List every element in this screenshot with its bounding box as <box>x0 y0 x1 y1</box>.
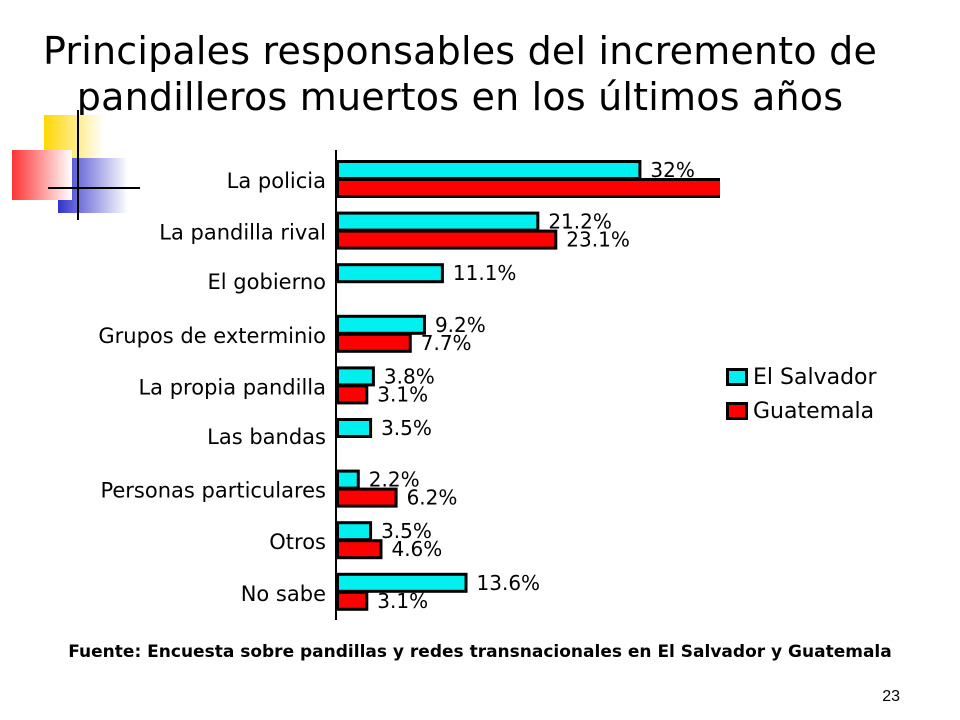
category-label-la-policia: La policia <box>227 169 326 193</box>
data-label-guatemala-la-propia-pandilla: 3.1% <box>377 382 428 406</box>
category-label-personas-particulares: Personas particulares <box>100 479 326 503</box>
legend-item-guatemala: Guatemala <box>726 394 926 428</box>
data-label-guatemala-grupos-de-exterminio: 7.7% <box>421 331 472 355</box>
title-line-2: pandilleros muertos en los últimos años <box>76 75 844 119</box>
bar-guatemala-personas-particulares <box>336 487 398 508</box>
bar-el-salvador-la-pandilla-rival <box>336 211 540 232</box>
bar-el-salvador-personas-particulares <box>336 469 360 490</box>
page-number: 23 <box>882 688 900 705</box>
category-label-el-gobierno: El gobierno <box>208 270 326 294</box>
bar-guatemala-no-sabe <box>336 590 369 611</box>
category-label-grupos-de-exterminio: Grupos de exterminio <box>98 324 326 348</box>
bar-el-salvador-otros <box>336 521 373 542</box>
data-label-el-salvador-la-pandilla-rival: 21.2% <box>548 210 612 234</box>
source-note: Fuente: Encuesta sobre pandillas y redes… <box>68 642 892 662</box>
data-label-el-salvador-la-propia-pandilla: 3.8% <box>384 364 435 388</box>
deco-red-square <box>12 150 72 200</box>
title-line-1: Principales responsables del incremento … <box>42 29 878 73</box>
bar-el-salvador-las-bandas <box>336 418 373 438</box>
data-label-guatemala-otros: 4.6% <box>391 537 442 561</box>
data-label-el-salvador-grupos-de-exterminio: 9.2% <box>435 313 486 337</box>
data-label-guatemala-no-sabe: 3.1% <box>377 589 428 613</box>
bar-el-salvador-el-gobierno <box>336 263 444 284</box>
decorative-squares <box>12 110 140 220</box>
bar-el-salvador-la-policia <box>336 160 642 180</box>
category-label-la-pandilla-rival: La pandilla rival <box>159 221 326 245</box>
legend-item-el-salvador: El Salvador <box>726 360 926 394</box>
legend-label-el-salvador: El Salvador <box>753 364 877 390</box>
bar-guatemala-otros <box>336 539 383 560</box>
bar-guatemala-la-policia <box>336 178 720 198</box>
bar-el-salvador-no-sabe <box>336 572 468 593</box>
legend-swatch-el-salvador <box>726 368 748 386</box>
bar-el-salvador-la-propia-pandilla <box>336 366 375 387</box>
bar-guatemala-grupos-de-exterminio <box>336 332 412 353</box>
slide-title: Principales responsables del incremento … <box>0 28 920 120</box>
chart-legend: El Salvador Guatemala <box>726 360 926 428</box>
data-label-el-salvador-no-sabe: 13.6% <box>477 571 541 595</box>
bar-guatemala-la-pandilla-rival <box>336 229 558 250</box>
category-label-no-sabe: No sabe <box>241 582 326 606</box>
data-label-el-salvador-las-bandas: 3.5% <box>381 416 432 440</box>
data-label-guatemala-la-pandilla-rival: 23.1% <box>566 228 630 252</box>
data-label-el-salvador-otros: 3.5% <box>381 519 432 543</box>
data-label-guatemala-personas-particulares: 6.2% <box>407 486 458 510</box>
legend-label-guatemala: Guatemala <box>753 398 875 424</box>
category-label-la-propia-pandilla: La propia pandilla <box>138 375 326 399</box>
bar-el-salvador-grupos-de-exterminio <box>336 314 426 335</box>
bar-guatemala-la-propia-pandilla <box>336 384 369 405</box>
category-label-las-bandas: Las bandas <box>207 425 326 449</box>
legend-swatch-guatemala <box>726 402 748 420</box>
data-label-el-salvador-el-gobierno: 11.1% <box>453 261 517 285</box>
category-label-otros: Otros <box>269 530 326 554</box>
